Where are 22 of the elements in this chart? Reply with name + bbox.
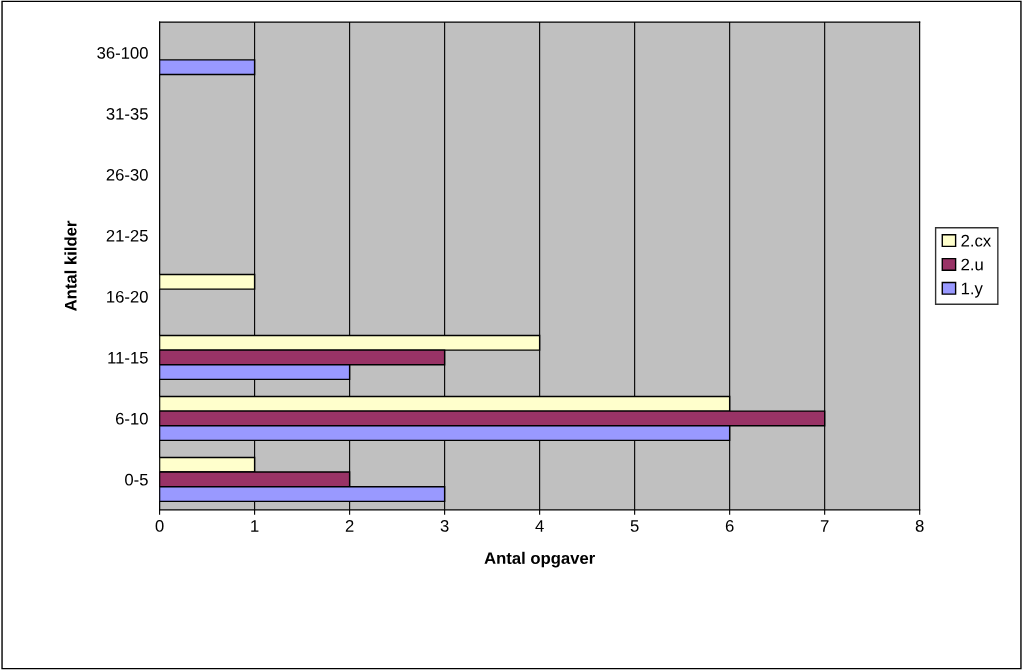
y-tick-label: 26-30 xyxy=(106,168,148,181)
y-tick-label: 6-10 xyxy=(115,412,148,425)
x-tick-label: 5 xyxy=(630,520,639,532)
x-tick-label: 1 xyxy=(251,520,259,532)
x-tick-label: 2 xyxy=(345,520,354,532)
legend-label: 2.cx xyxy=(961,234,991,247)
y-tick-label: 11-15 xyxy=(108,352,148,364)
y-tick-label: 21-25 xyxy=(106,229,148,242)
x-tick-label: 4 xyxy=(535,520,544,532)
y-tick-label: 36-100 xyxy=(97,47,148,59)
legend-label: 1.y xyxy=(961,282,983,298)
x-axis-title: Antal opgaver xyxy=(484,551,595,568)
y-tick-label: 0-5 xyxy=(125,473,148,486)
x-tick-label: 6 xyxy=(725,520,734,532)
x-tick-label: 8 xyxy=(915,520,924,532)
x-tick-label: 3 xyxy=(440,520,449,532)
y-tick-label: 31-35 xyxy=(106,107,148,120)
y-axis-title: Antal kilder xyxy=(64,220,77,311)
legend-label: 2.u xyxy=(961,258,983,271)
x-tick-label: 7 xyxy=(820,520,829,532)
y-tick-label: 16-20 xyxy=(107,290,148,303)
x-tick-label: 0 xyxy=(155,520,164,532)
